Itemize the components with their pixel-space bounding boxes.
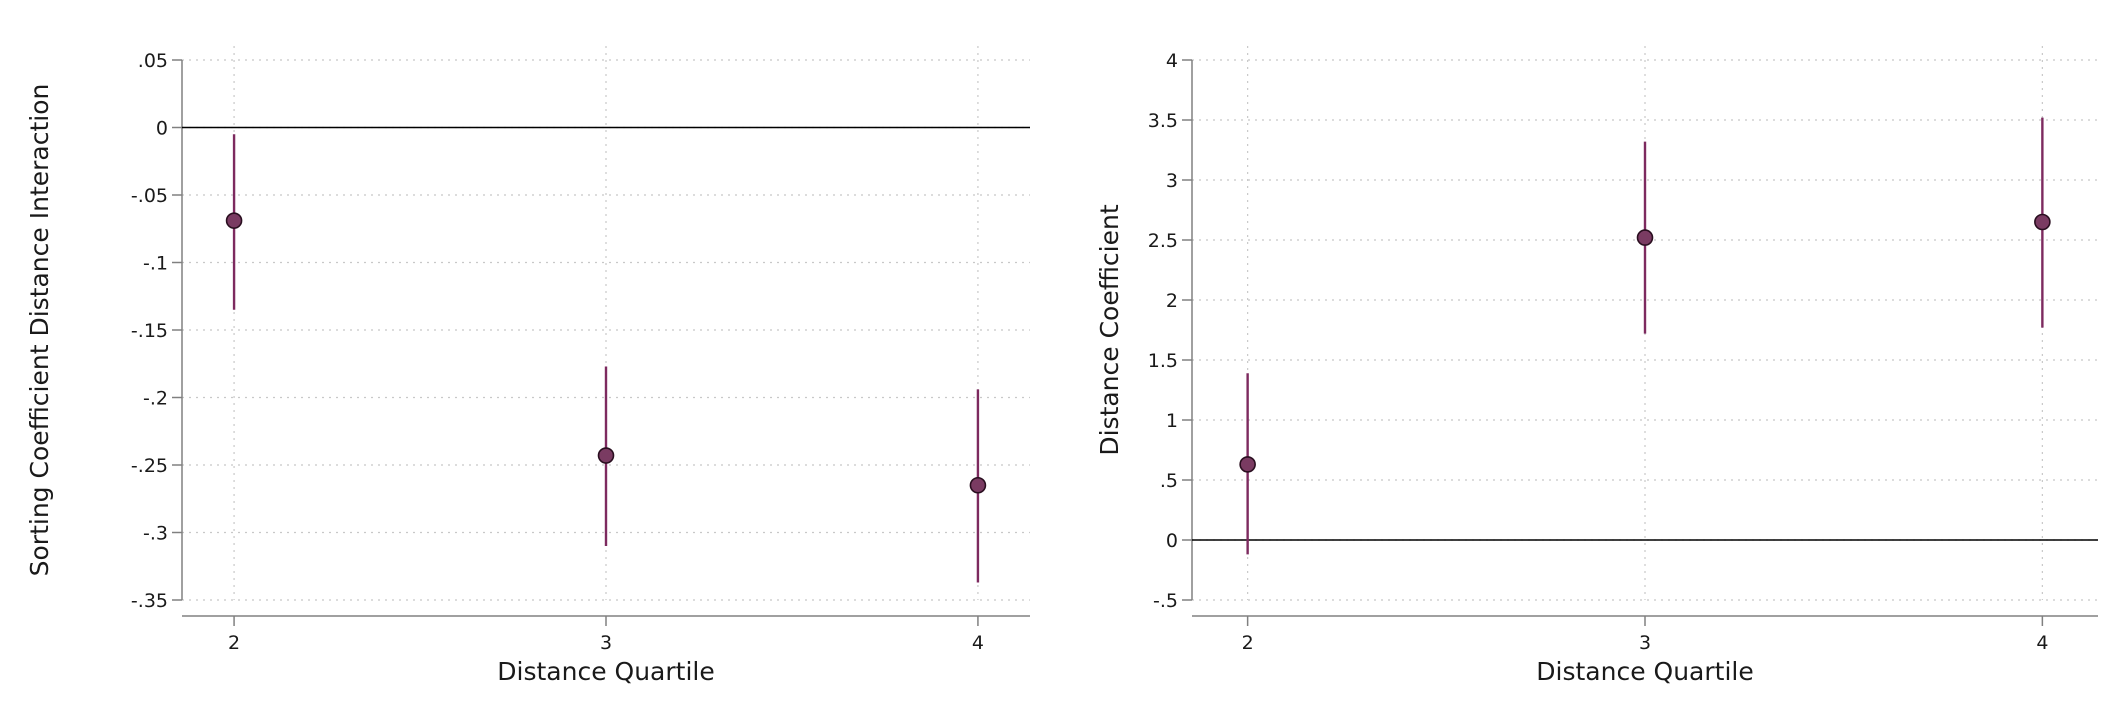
x-tick-label: 3 bbox=[1639, 632, 1651, 654]
y-tick-label: -.1 bbox=[143, 253, 168, 275]
y-tick-label: -.35 bbox=[131, 590, 168, 612]
y-tick-label: 3 bbox=[1166, 170, 1178, 192]
y-tick-label: 0 bbox=[156, 118, 168, 140]
point-estimate-marker bbox=[597, 447, 615, 464]
point-estimate-marker bbox=[2034, 213, 2051, 231]
x-tick-label: 2 bbox=[228, 632, 240, 654]
y-tick-label: -.2 bbox=[143, 388, 168, 410]
y-tick-label: -.3 bbox=[143, 523, 168, 545]
point-estimate-marker bbox=[1239, 456, 1256, 473]
y-tick-label: -.5 bbox=[1153, 590, 1178, 612]
y-tick-label: 2.5 bbox=[1148, 230, 1178, 252]
x-tick-label: 4 bbox=[972, 632, 984, 654]
x-tick-label: 3 bbox=[600, 632, 612, 654]
chart-panel-1: .05 0 -.05 -.1 -.15 -.2 -.25 -.3 -.35 2 3 4 Distance… bbox=[25, 46, 1030, 686]
y-tick-label: 1 bbox=[1166, 410, 1178, 432]
y-tick-label: 4 bbox=[1166, 50, 1178, 72]
y-tick-label: 1.5 bbox=[1148, 350, 1178, 372]
x-tick-label: 2 bbox=[1242, 632, 1254, 654]
y-tick-label: 0 bbox=[1166, 530, 1178, 552]
y-axis-title: Sorting Coefficient Distance Interaction bbox=[25, 84, 54, 577]
y-tick-label: -.15 bbox=[131, 320, 168, 342]
x-axis-title: Distance Quartile bbox=[1536, 657, 1753, 686]
y-tick-label: -.05 bbox=[131, 185, 168, 207]
y-tick-label: -.25 bbox=[131, 455, 168, 477]
y-tick-label: 2 bbox=[1166, 290, 1178, 312]
y-tick-label: 3.5 bbox=[1148, 110, 1178, 132]
x-axis-title: Distance Quartile bbox=[497, 657, 714, 686]
y-tick-label: .05 bbox=[138, 50, 168, 72]
point-estimate-marker bbox=[1636, 229, 1654, 246]
point-estimate-marker bbox=[225, 212, 243, 229]
y-tick-label: .5 bbox=[1160, 470, 1178, 492]
x-tick-label: 4 bbox=[2036, 632, 2048, 654]
point-estimate-marker bbox=[969, 476, 987, 494]
y-axis-title: Distance Coefficient bbox=[1095, 204, 1124, 455]
